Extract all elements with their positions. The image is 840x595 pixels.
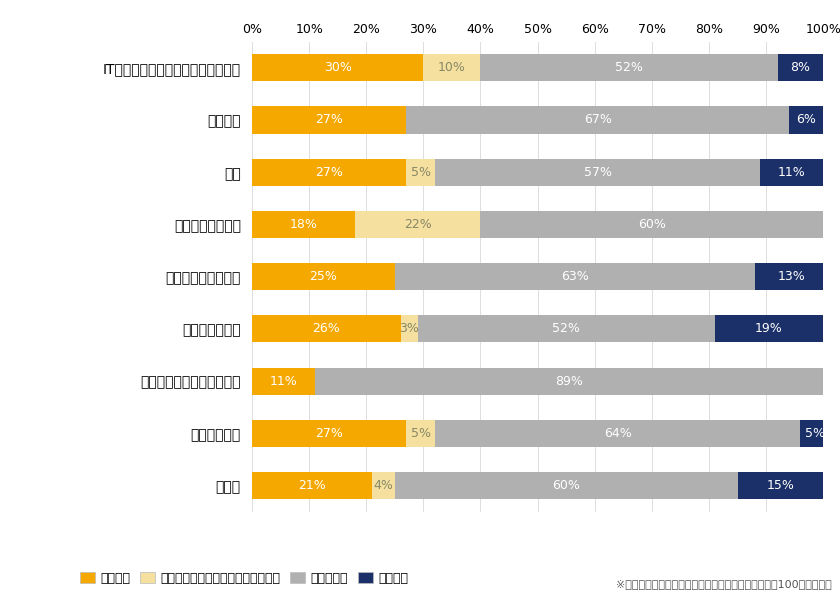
Text: 5%: 5% <box>411 166 431 178</box>
Text: 52%: 52% <box>615 61 643 74</box>
Text: 8%: 8% <box>790 61 811 74</box>
Text: 5%: 5% <box>411 427 431 440</box>
Text: 27%: 27% <box>315 114 343 127</box>
Text: 11%: 11% <box>778 166 806 178</box>
Text: 60%: 60% <box>638 218 666 231</box>
Bar <box>252 159 407 186</box>
Bar <box>407 107 789 133</box>
Text: 57%: 57% <box>584 166 612 178</box>
Text: 5%: 5% <box>805 427 825 440</box>
Bar <box>401 315 417 343</box>
Text: 89%: 89% <box>555 375 583 387</box>
Text: 19%: 19% <box>755 322 783 336</box>
Text: 10%: 10% <box>438 61 466 74</box>
Text: 3%: 3% <box>399 322 419 336</box>
Bar <box>252 315 401 343</box>
Text: 22%: 22% <box>404 218 432 231</box>
Bar <box>738 472 823 499</box>
Bar <box>407 159 435 186</box>
Bar <box>789 107 823 133</box>
Bar <box>252 211 354 238</box>
Text: 18%: 18% <box>290 218 318 231</box>
Bar <box>778 54 823 82</box>
Bar <box>252 107 407 133</box>
Bar <box>315 368 823 394</box>
Bar <box>395 263 754 290</box>
Bar <box>417 315 715 343</box>
Text: 26%: 26% <box>312 322 340 336</box>
Text: 25%: 25% <box>309 270 338 283</box>
Bar <box>252 368 315 394</box>
Text: 30%: 30% <box>323 61 352 74</box>
Text: 67%: 67% <box>584 114 612 127</box>
Bar <box>407 420 435 447</box>
Text: 11%: 11% <box>270 375 297 387</box>
Bar <box>252 472 372 499</box>
Bar <box>435 159 760 186</box>
Text: 13%: 13% <box>778 270 806 283</box>
Bar <box>395 472 738 499</box>
Text: 21%: 21% <box>298 479 326 492</box>
Legend: 増額予定, 変わらないが、決算賞与を支給予定, 変わらない, 減額予定: 増額予定, 変わらないが、決算賞与を支給予定, 変わらない, 減額予定 <box>76 567 413 590</box>
Bar <box>252 420 407 447</box>
Text: 6%: 6% <box>796 114 816 127</box>
Text: 60%: 60% <box>552 479 580 492</box>
Bar <box>354 211 480 238</box>
Bar <box>480 54 778 82</box>
Bar <box>252 54 423 82</box>
Text: ※小数点以下を四捨五入してるため、必ずしも合計が100にならない: ※小数点以下を四捨五入してるため、必ずしも合計が100にならない <box>616 579 832 589</box>
Text: 63%: 63% <box>561 270 589 283</box>
Bar <box>423 54 480 82</box>
Bar <box>435 420 801 447</box>
Text: 15%: 15% <box>766 479 795 492</box>
Text: 27%: 27% <box>315 166 343 178</box>
Bar <box>754 263 829 290</box>
Text: 52%: 52% <box>552 322 580 336</box>
Bar <box>715 315 823 343</box>
Bar <box>760 159 823 186</box>
Bar <box>480 211 823 238</box>
Text: 4%: 4% <box>374 479 393 492</box>
Bar <box>252 263 395 290</box>
Text: 27%: 27% <box>315 427 343 440</box>
Bar <box>372 472 395 499</box>
Text: 64%: 64% <box>604 427 632 440</box>
Bar <box>801 420 829 447</box>
